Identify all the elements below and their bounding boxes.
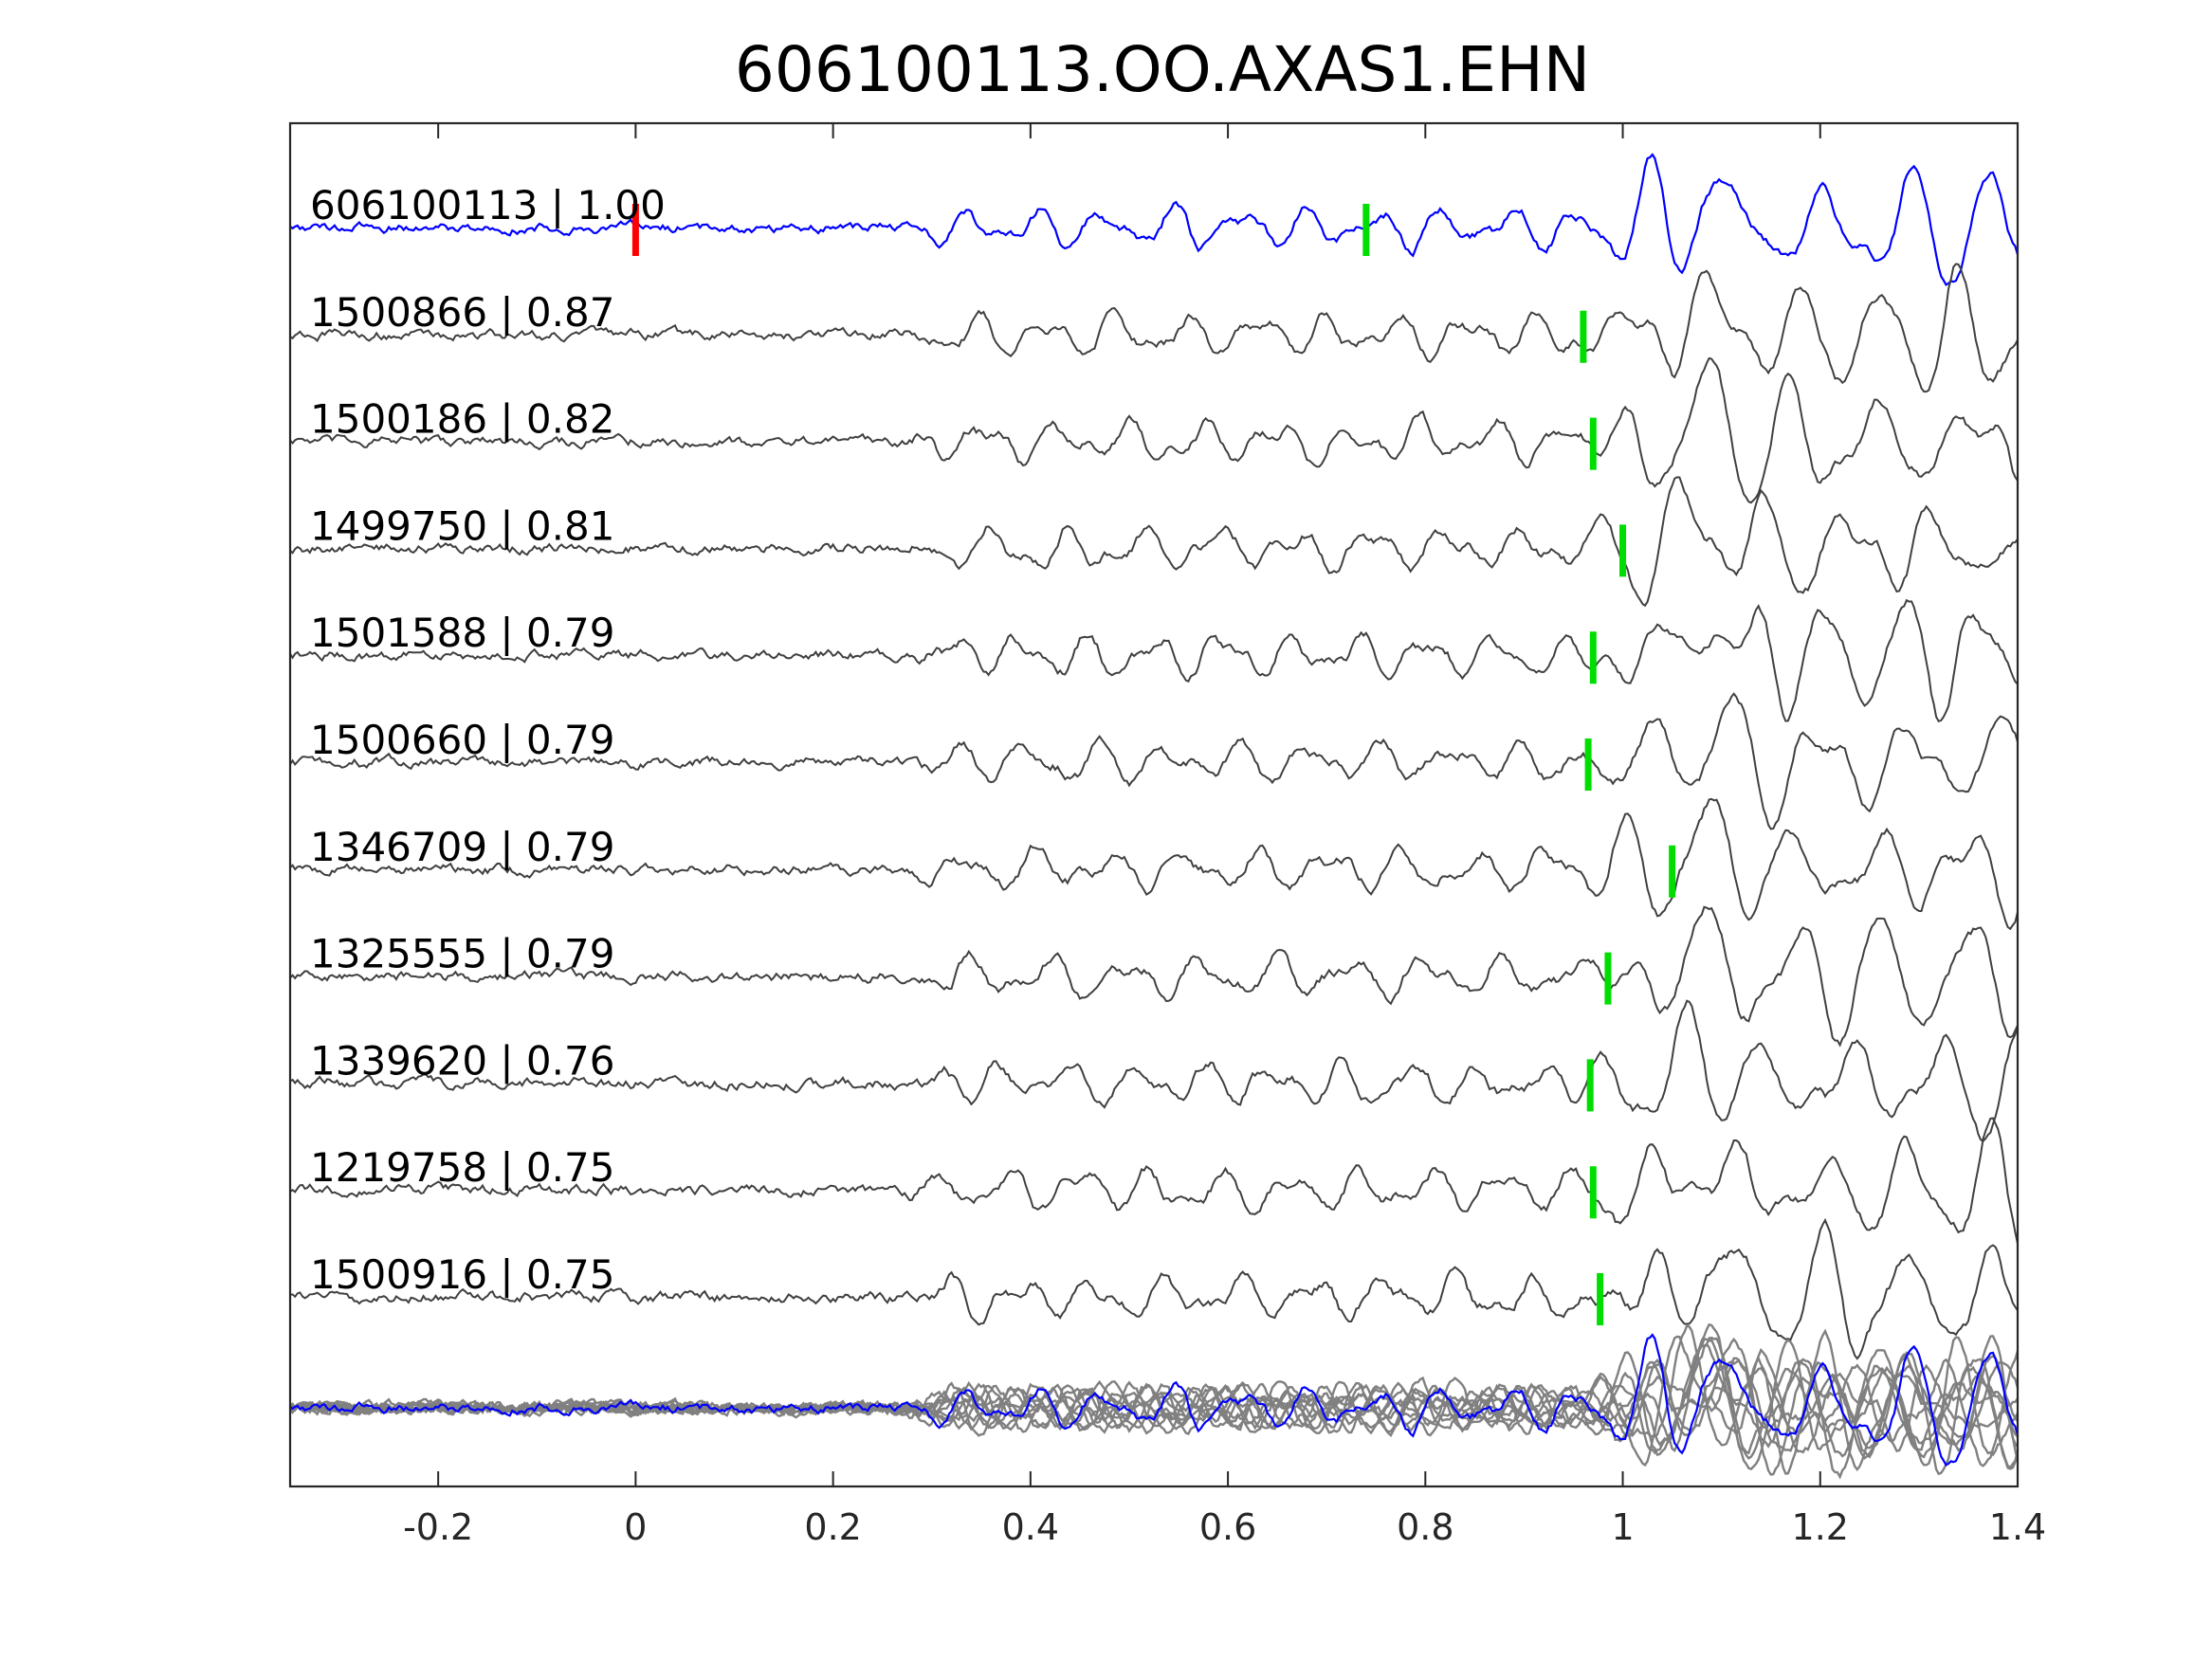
chart-title: 606100113.OO.AXAS1.EHN: [735, 33, 1590, 106]
trace-label: 1501588 | 0.79: [310, 610, 614, 656]
trace-label: 1325555 | 0.79: [310, 931, 614, 977]
match-trace-line: [289, 905, 2019, 1048]
picks-layer: [631, 204, 1676, 1325]
x-tick-label: 0.6: [1199, 1506, 1256, 1548]
x-tick-label: 1: [1611, 1506, 1634, 1548]
match-trace-line: [289, 476, 2019, 608]
x-tick-label: 0.8: [1397, 1506, 1453, 1548]
match-trace-line: [289, 692, 2019, 830]
x-tick-label: 0.4: [1002, 1506, 1059, 1548]
trace-label: 1500660 | 0.79: [310, 717, 614, 763]
trace-label: 1500186 | 0.82: [310, 396, 614, 443]
plot-frame: [288, 121, 2020, 1488]
x-tick-label: 1.2: [1792, 1506, 1849, 1548]
traces-layer: [289, 153, 2020, 1360]
match-trace-line: [289, 1117, 2019, 1245]
x-tick-label: 1.4: [1989, 1506, 2046, 1548]
trace-label: 1500866 | 0.87: [310, 289, 614, 336]
match-trace-line: [289, 263, 2019, 393]
x-tick-label: 0.2: [804, 1506, 861, 1548]
trace-label: 1346709 | 0.79: [310, 824, 614, 870]
trace-label: 1499750 | 0.81: [310, 502, 614, 549]
overlay-template-line: [289, 1333, 2020, 1467]
match-trace-line: [289, 356, 2019, 504]
trace-label: 606100113 | 1.00: [310, 182, 666, 228]
x-tick-label: -0.2: [403, 1506, 473, 1548]
overlay-match-line: [289, 1335, 2020, 1463]
trace-label: 1219758 | 0.75: [310, 1144, 614, 1191]
overlay-match-line: [289, 1328, 2019, 1472]
match-trace-line: [289, 1217, 2019, 1360]
match-trace-line: [289, 598, 2019, 723]
match-trace-line: [289, 999, 2019, 1142]
x-tick-label: 0: [624, 1506, 647, 1548]
trace-label: 1339620 | 0.76: [310, 1037, 614, 1084]
template-trace-line: [289, 153, 2020, 286]
overlay-layer: [288, 1322, 2020, 1480]
x-axis: -0.2 0 0.2 0.4 0.6 0.8 1 1.2 1.4: [403, 123, 2046, 1548]
labels-layer: 606100113 | 1.00 1500866 | 0.87 1500186 | …: [310, 182, 666, 1298]
match-trace-line: [289, 797, 2019, 931]
trace-label: 1500916 | 0.75: [310, 1251, 614, 1298]
